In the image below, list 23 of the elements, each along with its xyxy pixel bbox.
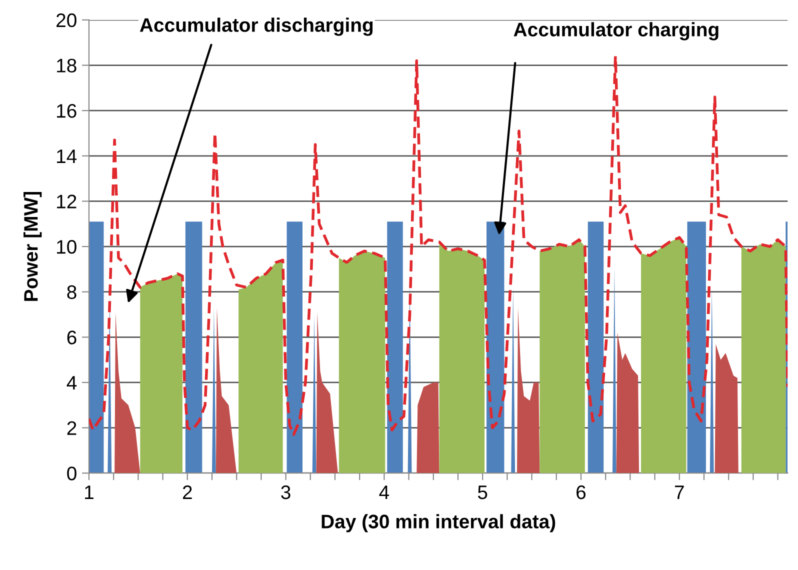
y-tick-label: 16 [57, 104, 76, 118]
line-series [88, 54, 788, 436]
y-axis-title: Power [MW] [24, 192, 42, 301]
y-tick-label: 6 [67, 330, 76, 344]
y-tick-label: 2 [67, 421, 76, 435]
y-tick-label: 14 [57, 150, 77, 163]
x-axis-title: Day (30 min interval data) [322, 514, 556, 532]
y-tick-label: 4 [66, 376, 77, 390]
y-tick-label: 12 [57, 194, 76, 208]
y-tick-label: 8 [67, 285, 76, 300]
annotation: Accumulator discharging [140, 18, 373, 36]
x-tick-label: 5 [478, 486, 488, 500]
x-tick-label: 4 [379, 486, 390, 499]
y-tick-label: 0 [67, 466, 76, 480]
x-tick-label: 3 [281, 485, 290, 500]
y-tick-label: 20 [56, 13, 76, 28]
x-tick-label: 6 [576, 485, 586, 500]
x-tick-label: 2 [182, 485, 192, 499]
y-tick-label: 18 [57, 58, 76, 72]
x-tick-label: 1 [85, 486, 94, 499]
y-tick-label: 10 [57, 240, 76, 254]
x-tick-label: 7 [674, 486, 684, 499]
annotation: Accumulator charging [514, 22, 718, 40]
